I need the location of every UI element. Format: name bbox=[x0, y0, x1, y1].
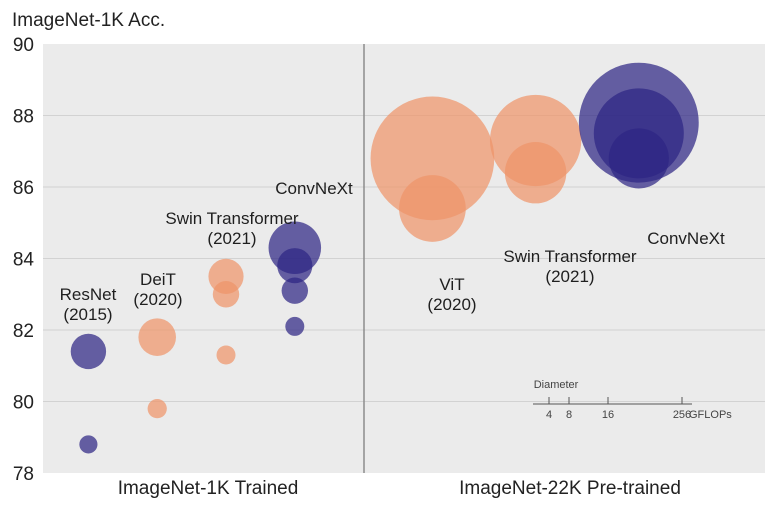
series-year-label: (2020) bbox=[427, 295, 476, 314]
bubble bbox=[281, 277, 309, 304]
series-name-label: ConvNeXt bbox=[647, 229, 725, 248]
series-name-label: ResNet bbox=[60, 285, 117, 304]
series-year-label: (2020) bbox=[133, 290, 182, 309]
size-legend-unit: GFLOPs bbox=[689, 409, 732, 421]
y-tick-label: 88 bbox=[13, 107, 34, 128]
y-tick-labels: 78 80 82 84 86 88 90 bbox=[13, 35, 35, 485]
series-name-label: Swin Transformer bbox=[503, 247, 637, 266]
size-legend-tick-label: 16 bbox=[602, 409, 614, 421]
series-name-label: ConvNeXt bbox=[275, 179, 353, 198]
bubble bbox=[608, 128, 669, 189]
series-year-label: (2021) bbox=[207, 229, 256, 248]
bubble bbox=[370, 96, 495, 221]
bubble bbox=[285, 316, 305, 336]
bubble bbox=[399, 175, 466, 242]
panel-label: ImageNet-1K Trained bbox=[118, 478, 299, 499]
y-tick-label: 86 bbox=[13, 178, 34, 199]
panel-label: ImageNet-22K Pre-trained bbox=[459, 478, 681, 499]
bubble bbox=[216, 345, 236, 365]
series-name-label: DeiT bbox=[140, 270, 176, 289]
bubble bbox=[79, 435, 98, 454]
bubble bbox=[212, 281, 240, 308]
y-tick-label: 82 bbox=[13, 321, 34, 342]
series-name-label: ViT bbox=[439, 275, 464, 294]
size-legend-title: Diameter bbox=[534, 379, 579, 391]
bubble bbox=[504, 141, 567, 204]
size-legend-tick-label: 4 bbox=[546, 409, 552, 421]
bubble bbox=[277, 248, 313, 284]
series-year-label: (2015) bbox=[63, 305, 112, 324]
series-labels: ResNet(2015)DeiT(2020)Swin Transformer(2… bbox=[60, 179, 725, 324]
y-tick-label: 78 bbox=[13, 464, 34, 485]
y-tick-label: 90 bbox=[13, 35, 34, 56]
bubble bbox=[147, 399, 167, 419]
series-year-label: (2021) bbox=[545, 267, 594, 286]
size-legend-tick-label: 8 bbox=[566, 409, 572, 421]
y-axis-title: ImageNet-1K Acc. bbox=[12, 10, 166, 31]
series-name-label: Swin Transformer bbox=[165, 209, 299, 228]
size-legend-tick-label: 256 bbox=[673, 409, 691, 421]
bubble bbox=[138, 318, 176, 356]
y-tick-label: 84 bbox=[13, 250, 35, 271]
bubbles bbox=[70, 62, 699, 454]
y-tick-label: 80 bbox=[13, 393, 34, 414]
bubble bbox=[70, 333, 107, 370]
panel-labels: ImageNet-1K Trained ImageNet-22K Pre-trai… bbox=[118, 478, 681, 499]
